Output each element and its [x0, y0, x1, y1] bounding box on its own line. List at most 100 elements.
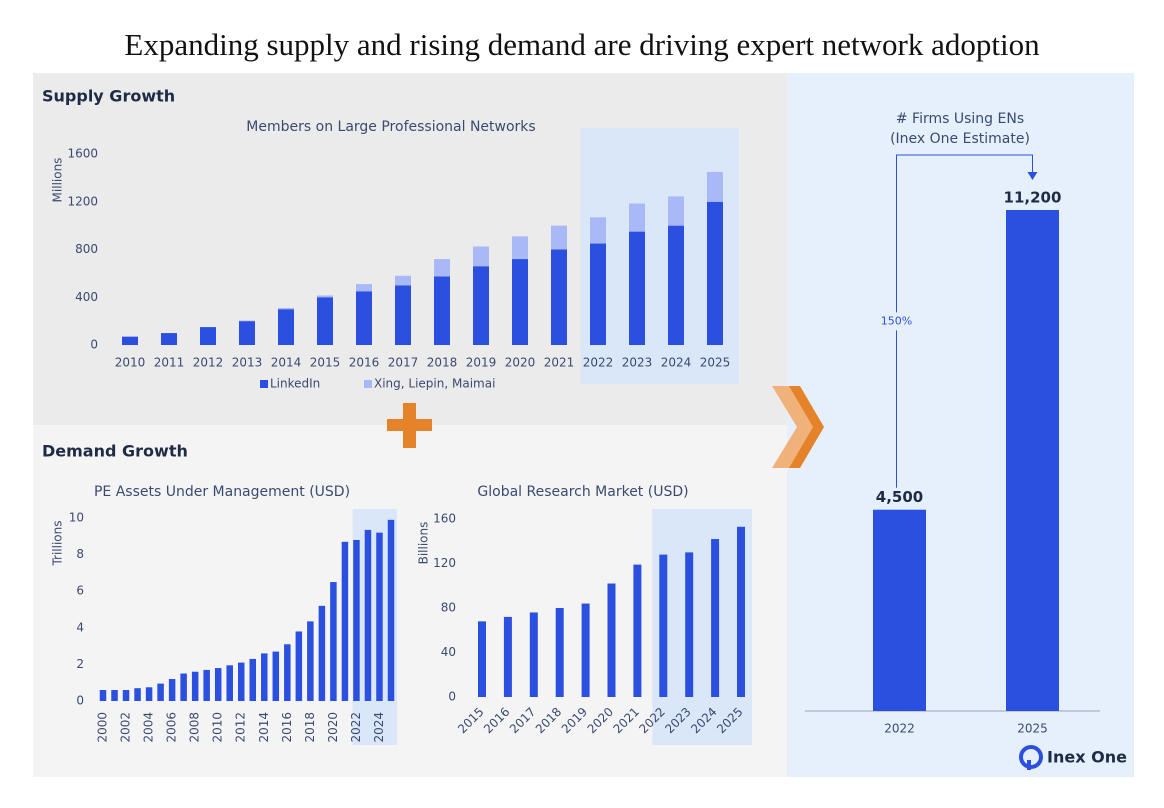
bar [711, 539, 720, 697]
x-tick-label: 2006 [165, 712, 179, 743]
x-tick-label: 2022 [884, 722, 915, 736]
bar [111, 690, 118, 701]
logo-text: Inex One [1047, 748, 1127, 767]
x-tick-label: 2016 [349, 356, 380, 370]
bar-segment [512, 259, 528, 345]
x-tick-label: 2022 [349, 712, 363, 743]
bar-segment [473, 266, 489, 345]
x-tick-label: 2010 [115, 356, 146, 370]
highlight-region [652, 509, 752, 745]
legend-swatch [364, 380, 372, 388]
bar [478, 621, 486, 697]
legend-label: LinkedIn [270, 377, 320, 391]
bar [503, 616, 512, 697]
bar [376, 532, 383, 701]
bar-segment [668, 196, 684, 226]
bar-segment [551, 225, 567, 250]
bar [249, 658, 257, 701]
bar [272, 651, 280, 701]
x-tick-label: 2012 [234, 712, 248, 743]
bar [387, 519, 395, 701]
x-tick-label: 2025 [1017, 722, 1048, 736]
bar [1006, 210, 1059, 711]
section-heading: Supply Growth [42, 87, 175, 106]
annotation: 150% [881, 314, 912, 327]
bar [581, 603, 590, 697]
bar [295, 631, 303, 701]
bar [122, 690, 130, 701]
y-tick-label: 6 [76, 584, 84, 598]
bar [307, 621, 314, 701]
x-tick-label: 2022 [583, 356, 614, 370]
bar-segment [551, 249, 567, 345]
bar [180, 673, 187, 701]
y-tick-label: 800 [75, 242, 98, 256]
y-tick-label: 120 [433, 556, 456, 570]
y-tick-label: 0 [90, 338, 98, 352]
chart-title: Global Research Market (USD) [477, 484, 688, 500]
bar-segment [395, 285, 411, 345]
bar [353, 539, 360, 701]
x-tick-label: 2016 [280, 712, 294, 743]
x-tick-label: 2002 [119, 712, 133, 743]
y-tick-label: 160 [433, 512, 456, 526]
bar-segment [512, 236, 528, 260]
x-tick-label: 2000 [96, 712, 110, 743]
bar [341, 541, 349, 701]
bar [873, 509, 926, 711]
chart-subtitle: (Inex One Estimate) [890, 131, 1030, 147]
bar [99, 690, 107, 701]
x-tick-label: 2020 [505, 356, 536, 370]
x-tick-label: 2024 [661, 356, 692, 370]
x-tick-label: 2010 [211, 712, 225, 743]
y-axis-label: Millions [51, 158, 65, 203]
y-tick-label: 400 [75, 290, 98, 304]
y-tick-label: 1600 [67, 147, 98, 161]
bar [168, 679, 176, 701]
bar-segment [278, 309, 294, 345]
arrowhead [1027, 172, 1038, 180]
bar-segment [668, 225, 684, 345]
x-tick-label: 2020 [326, 712, 340, 743]
chart-title: # Firms Using ENs [896, 111, 1024, 127]
bar [330, 582, 337, 701]
y-tick-label: 0 [76, 694, 84, 708]
bar [261, 653, 268, 701]
bar-segment [317, 297, 333, 345]
y-axis-label: Trillions [51, 520, 65, 566]
x-tick-label: 2011 [154, 356, 185, 370]
y-tick-label: 80 [441, 601, 456, 615]
x-tick-label: 2024 [372, 712, 386, 743]
bar-segment [473, 246, 489, 267]
page-title: Expanding supply and rising demand are d… [124, 27, 1040, 62]
bar [659, 554, 668, 697]
y-tick-label: 40 [441, 645, 456, 659]
bar-segment [434, 276, 450, 345]
bar [203, 669, 210, 701]
x-tick-label: 2013 [232, 356, 263, 370]
x-tick-label: 2012 [193, 356, 224, 370]
bar [134, 688, 141, 701]
section-heading: Demand Growth [42, 442, 188, 461]
bar [364, 529, 372, 701]
bar-segment [239, 320, 255, 322]
value-label: 4,500 [876, 488, 923, 506]
x-tick-label: 2018 [427, 356, 458, 370]
logo: Inex One [1019, 745, 1127, 770]
x-tick-label: 2025 [700, 356, 731, 370]
x-tick-label: 2019 [466, 356, 497, 370]
legend-swatch [260, 380, 268, 388]
bar [284, 644, 291, 701]
firms-panel [787, 73, 1134, 777]
bar-segment [356, 284, 372, 292]
bar-segment [707, 201, 723, 345]
bar-segment [122, 336, 138, 345]
bar [145, 687, 153, 701]
x-tick-label: 2015 [310, 356, 341, 370]
x-tick-label: 2014 [257, 712, 271, 743]
y-axis-label: Billions [417, 522, 431, 565]
bar [157, 683, 164, 701]
bar-segment [200, 327, 216, 345]
bar-segment [590, 243, 606, 345]
